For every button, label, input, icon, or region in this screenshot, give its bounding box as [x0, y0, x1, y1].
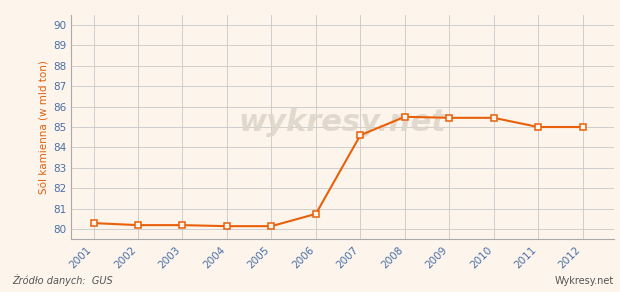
Text: Żródło danych:  GUS: Żródło danych: GUS — [12, 274, 113, 286]
Text: Wykresy.net: Wykresy.net — [554, 276, 614, 286]
Text: wykresy.net: wykresy.net — [239, 108, 446, 137]
Y-axis label: Sól kamienna (w mld ton): Sól kamienna (w mld ton) — [39, 60, 49, 194]
